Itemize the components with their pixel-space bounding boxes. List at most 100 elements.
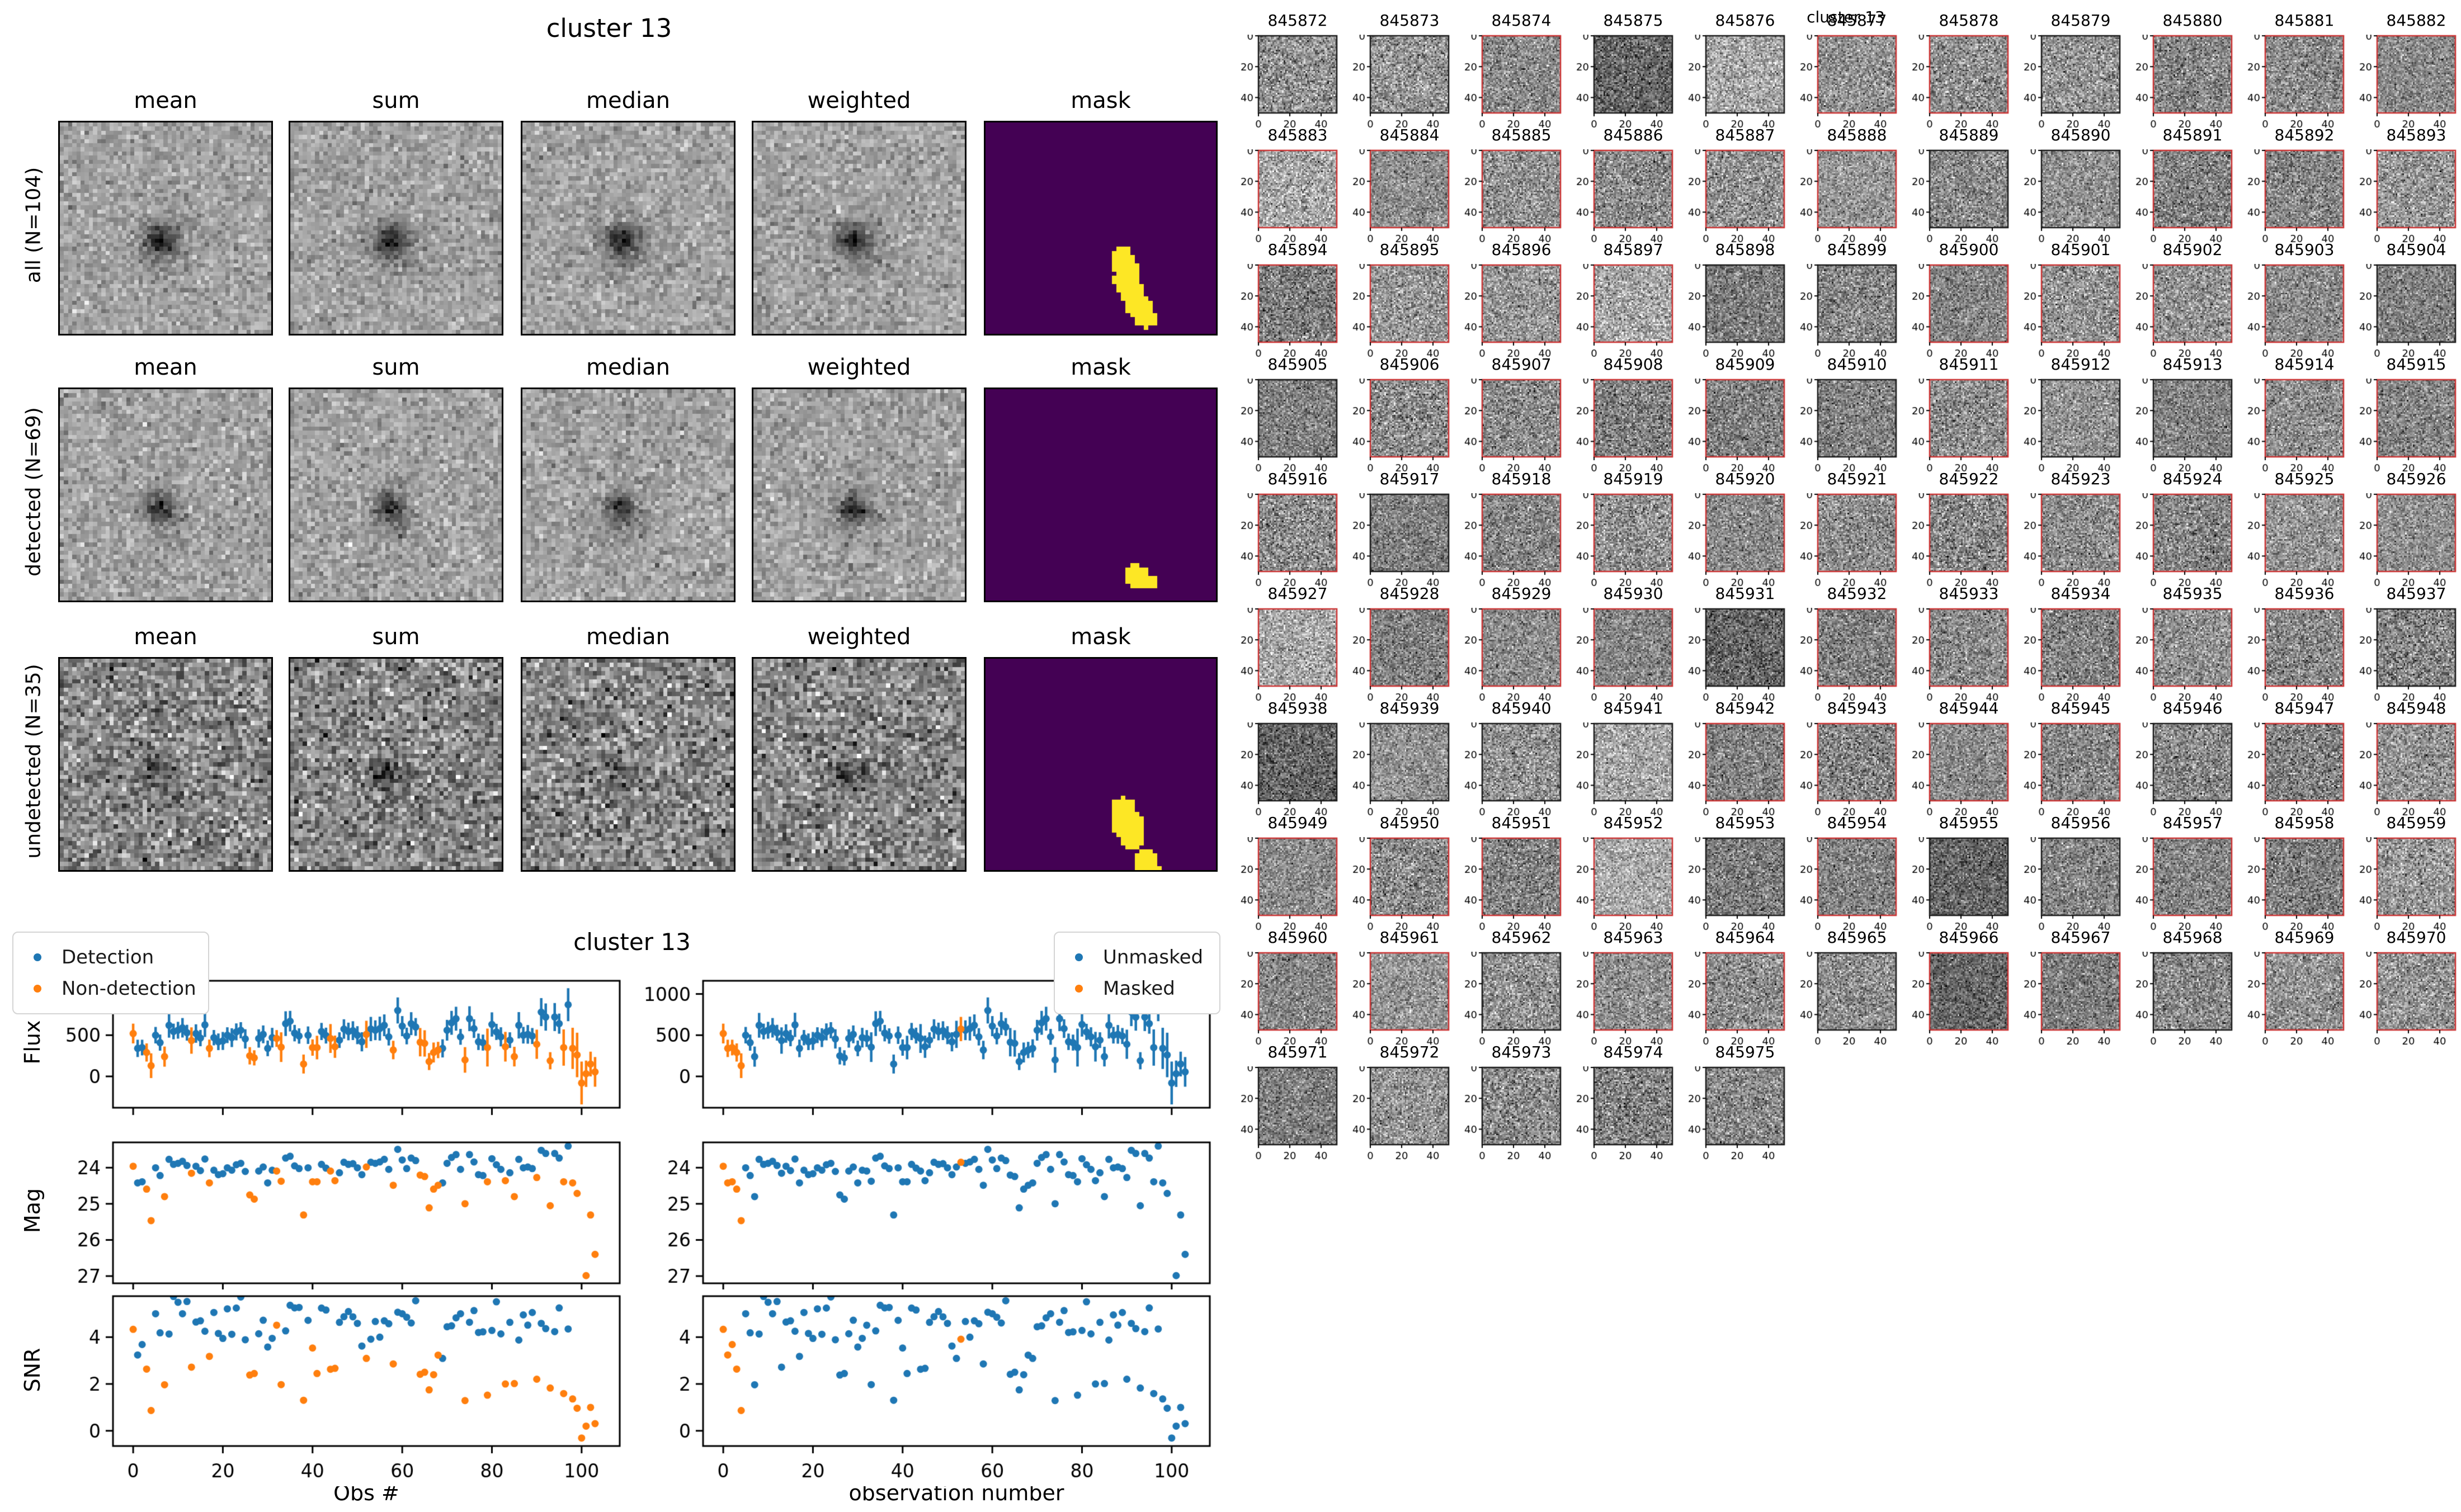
thumbnail-title-845929: 845929: [1491, 584, 1552, 603]
thumbnail-title-845913: 845913: [2162, 355, 2223, 374]
stamps-row-label: detected (N=69): [22, 407, 45, 577]
thumbnail-image-845938: [1238, 722, 1339, 820]
detection-marker-dot: [34, 953, 41, 961]
thumbnail-image-845950: [1350, 837, 1451, 935]
thumbnail-image-845923: [2021, 493, 2122, 591]
thumbnails-figure-title: cluster 13: [1807, 8, 1885, 26]
snr-axis-label: SNR: [20, 1348, 45, 1392]
thumbnail-image-845919: [1574, 493, 1675, 591]
stamp-image-sum-row2: [289, 657, 503, 872]
thumbnail-image-845876: [1686, 35, 1786, 133]
mag-vs-obs-panel-masked: [636, 1136, 1219, 1301]
thumbnail-title-845872: 845872: [1267, 11, 1328, 30]
unmasked-marker-dot: [1075, 953, 1083, 961]
legend-label-unmasked: Unmasked: [1103, 946, 1204, 968]
thumbnail-image-845914: [2245, 379, 2346, 476]
thumbnail-image-845975: [1686, 1066, 1786, 1164]
thumbnail-title-845938: 845938: [1267, 699, 1328, 717]
thumbnail-image-845873: [1350, 35, 1451, 133]
thumbnail-image-845974: [1574, 1066, 1675, 1164]
thumbnail-image-845887: [1686, 149, 1786, 247]
stamp-column-header-mean: mean: [134, 88, 197, 114]
stamp-image-weighted-row2: [752, 657, 967, 872]
thumbnail-title-845932: 845932: [1827, 584, 1887, 603]
thumbnail-title-845931: 845931: [1715, 584, 1775, 603]
thumbnail-title-845962: 845962: [1491, 928, 1552, 947]
thumbnail-image-845910: [1798, 379, 1898, 476]
thumbnail-title-845942: 845942: [1715, 699, 1775, 717]
thumbnail-image-845944: [1910, 722, 2010, 820]
thumbnail-image-845920: [1686, 493, 1786, 591]
thumbnail-title-845924: 845924: [2162, 470, 2223, 488]
thumbnail-title-845944: 845944: [1939, 699, 1999, 717]
thumbnail-image-845897: [1574, 264, 1675, 362]
thumbnail-image-845916: [1238, 493, 1339, 591]
thumbnail-image-845963: [1574, 952, 1675, 1050]
thumbnail-title-845966: 845966: [1939, 928, 1999, 947]
thumbnail-title-845890: 845890: [2050, 126, 2111, 144]
thumbnail-title-845887: 845887: [1715, 126, 1775, 144]
stamp-image-mask-row0: [984, 121, 1218, 336]
thumbnail-title-845928: 845928: [1379, 584, 1440, 603]
thumbnail-title-845916: 845916: [1267, 470, 1328, 488]
thumbnail-image-845956: [2021, 837, 2122, 935]
stamp-image-sum-row0: [289, 121, 503, 336]
thumbnail-title-845955: 845955: [1939, 814, 1999, 832]
snr-vs-obs-panel-masked: [636, 1289, 1219, 1486]
thumbnail-title-845879: 845879: [2050, 11, 2111, 30]
thumbnail-image-845898: [1686, 264, 1786, 362]
thumbnail-image-845934: [2021, 608, 2122, 706]
thumbnail-title-845903: 845903: [2274, 240, 2335, 259]
stamp-column-header-mask: mask: [1071, 355, 1131, 380]
thumbnail-image-845896: [1462, 264, 1563, 362]
thumbnail-image-845942: [1686, 722, 1786, 820]
stamp-image-mask-row1: [984, 388, 1218, 602]
stamp-column-header-mean: mean: [134, 355, 197, 380]
thumbnail-image-845909: [1686, 379, 1786, 476]
thumbnail-image-845908: [1574, 379, 1675, 476]
stamp-image-weighted-row1: [752, 388, 967, 602]
legend-item-unmasked: Unmasked: [1055, 946, 1219, 968]
thumbnail-title-845920: 845920: [1715, 470, 1775, 488]
thumbnail-title-845957: 845957: [2162, 814, 2223, 832]
thumbnail-title-845956: 845956: [2050, 814, 2111, 832]
thumbnail-title-845885: 845885: [1491, 126, 1552, 144]
thumbnail-title-845883: 845883: [1267, 126, 1328, 144]
thumbnail-image-845960: [1238, 952, 1339, 1050]
thumbnail-image-845972: [1350, 1066, 1451, 1164]
thumbnail-title-845953: 845953: [1715, 814, 1775, 832]
legend-label-masked: Masked: [1103, 977, 1175, 1000]
stamp-column-header-weighted: weighted: [807, 624, 911, 650]
thumbnail-title-845968: 845968: [2162, 928, 2223, 947]
masked-marker-dot: [1075, 985, 1083, 993]
thumbnail-image-845911: [1910, 379, 2010, 476]
thumbnail-image-845892: [2245, 149, 2346, 247]
thumbnail-image-845872: [1238, 35, 1339, 133]
thumbnail-image-845913: [2133, 379, 2234, 476]
thumbnail-image-845961: [1350, 952, 1451, 1050]
thumbnail-title-845895: 845895: [1379, 240, 1440, 259]
thumbnail-title-845933: 845933: [1939, 584, 1999, 603]
thumbnail-image-845952: [1574, 837, 1675, 935]
thumbnail-title-845896: 845896: [1491, 240, 1552, 259]
thumbnail-title-845889: 845889: [1939, 126, 1999, 144]
thumbnail-title-845940: 845940: [1491, 699, 1552, 717]
thumbnail-title-845941: 845941: [1603, 699, 1663, 717]
thumbnail-image-845907: [1462, 379, 1563, 476]
stamp-image-mask-row2: [984, 657, 1218, 872]
thumbnail-image-845918: [1462, 493, 1563, 591]
stamp-column-header-mask: mask: [1071, 88, 1131, 114]
thumbnail-title-845911: 845911: [1939, 355, 1999, 374]
thumbnail-image-845970: [2357, 952, 2458, 1050]
stamp-column-header-sum: sum: [372, 355, 420, 380]
mag-vs-obs-panel-detection: [46, 1136, 629, 1301]
thumbnail-image-845906: [1350, 379, 1451, 476]
snr-vs-obs-panel-detection: [46, 1289, 629, 1486]
thumbnail-title-845948: 845948: [2386, 699, 2446, 717]
thumbnail-image-845888: [1798, 149, 1898, 247]
thumbnail-image-845917: [1350, 493, 1451, 591]
stamps-row-label: undetected (N=35): [22, 664, 45, 859]
thumbnail-title-845882: 845882: [2386, 11, 2446, 30]
thumbnail-title-845960: 845960: [1267, 928, 1328, 947]
thumbnail-image-845936: [2245, 608, 2346, 706]
